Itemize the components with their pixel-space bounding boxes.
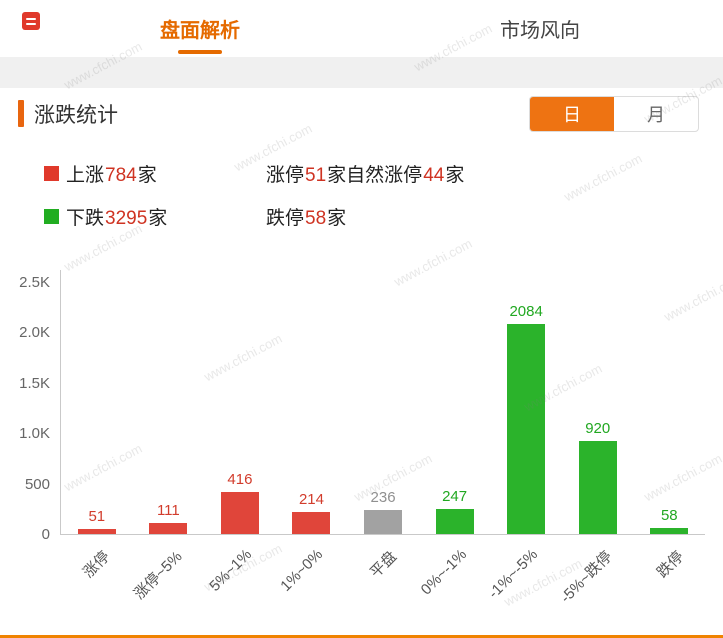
bar	[650, 528, 689, 534]
legend-stat: 跌停58家	[266, 208, 347, 229]
x-label-column: 1%~0%	[275, 542, 347, 634]
x-tick-label: 涨停	[80, 548, 114, 582]
x-label-column: 涨停~5%	[130, 542, 204, 634]
bar	[578, 441, 617, 534]
x-tick-label: 1%~0%	[277, 546, 327, 595]
tabbar: 盘面解析 市场风向	[0, 0, 723, 57]
bar-value-label: 51	[88, 508, 106, 525]
x-tick-label: 0%~-1%	[417, 546, 470, 599]
chart-y-axis: 0 500 1.0K 1.5K 2.0K 2.5K	[0, 270, 60, 543]
y-tick-label: 0	[41, 526, 50, 543]
bottom-accent-line	[0, 635, 723, 638]
legend-stat: 下跌3295家	[66, 208, 168, 229]
tab-label: 市场风向	[500, 20, 580, 42]
x-label-column: 平盘	[347, 542, 419, 634]
x-tick-label: -1%~-5%	[485, 546, 542, 602]
y-tick-label: 500	[24, 475, 50, 493]
chart: 0 500 1.0K 1.5K 2.0K 2.5K 51 111 416 214 236 247 20…	[0, 270, 705, 543]
x-tick-label: -5%~跌停	[556, 548, 616, 607]
bar	[149, 523, 188, 534]
bar-value-label: 58	[660, 507, 678, 524]
bar-column: 416	[204, 471, 276, 534]
y-tick-label: 2.0K	[19, 324, 50, 342]
legend-stat: 自然涨停44家	[346, 165, 465, 186]
bar-column: 58	[634, 507, 706, 534]
bar-value-label: 236	[370, 489, 396, 506]
tab-market-trend[interactable]: 市场风向	[380, 0, 700, 57]
bar-column: 2084	[490, 303, 562, 534]
bar-column: 920	[562, 420, 634, 534]
bar-value-label: 214	[298, 491, 324, 508]
separator-band	[0, 57, 723, 88]
bar-value-label: 111	[156, 502, 180, 519]
bar-value-label: 416	[227, 471, 253, 488]
chart-plot: 51 111 416 214 236 247 2084 920 58	[60, 270, 705, 535]
x-label-column: 5%~1%	[203, 542, 275, 634]
legend-row: 下跌3295家 跌停58家	[44, 203, 346, 230]
x-label-column: 0%~-1%	[417, 542, 490, 634]
x-label-column: -1%~-5%	[486, 542, 562, 634]
y-tick-label: 1.0K	[19, 425, 50, 443]
bar-column: 247	[419, 488, 491, 534]
x-label-column: 涨停	[60, 542, 132, 634]
legend-stat-value: 44	[423, 165, 445, 186]
legend-stat-value: 51	[305, 165, 327, 186]
y-tick-label: 2.5K	[19, 274, 50, 291]
bar-column: 51	[61, 508, 133, 534]
bar	[507, 324, 546, 534]
bar	[77, 529, 116, 534]
x-label-column: -5%~跌停	[557, 542, 634, 634]
x-label-column: 跌停	[633, 542, 705, 634]
bar	[364, 510, 403, 534]
bar-column: 236	[347, 489, 419, 534]
legend-stat: 涨停51家	[266, 165, 347, 186]
legend-stat-value: 3295	[105, 208, 148, 229]
bar	[435, 509, 474, 534]
bar	[220, 492, 259, 534]
bar-column: 111	[133, 502, 205, 534]
legend-stat-value: 58	[305, 208, 327, 229]
toggle-month-button[interactable]: 月	[647, 105, 665, 125]
section-accent-bar	[18, 100, 24, 127]
tab-market-analysis[interactable]: 盘面解析	[60, 0, 340, 57]
active-tab-indicator	[178, 50, 222, 54]
period-toggle: 日 月	[529, 96, 699, 132]
legend-stat: 上涨784家	[66, 165, 157, 186]
app-menu-icon[interactable]	[22, 12, 40, 30]
legend-stat-value: 784	[105, 165, 137, 186]
legend-row: 上涨784家 涨停51家 自然涨停44家	[44, 160, 464, 187]
bar-value-label: 247	[442, 488, 468, 505]
legend-swatch	[44, 166, 59, 181]
toggle-day-button[interactable]: 日	[530, 97, 614, 131]
bar	[292, 512, 331, 534]
bar-column: 214	[276, 491, 348, 534]
watermark-text: www.cfchi.com	[561, 150, 645, 205]
x-tick-label: 平盘	[367, 548, 401, 582]
chart-x-labels: 涨停 涨停~5% 5%~1% 1%~0% 平盘 0%~-1% -1%~-5% -5%~跌停 跌停	[60, 542, 705, 634]
bar-value-label: 920	[585, 420, 611, 437]
section-title: 涨跌统计	[34, 104, 118, 127]
x-tick-label: 涨停~5%	[130, 548, 186, 603]
legend-swatch	[44, 209, 59, 224]
x-tick-label: 跌停	[653, 548, 687, 582]
y-tick-label: 1.5K	[19, 374, 50, 392]
bar-value-label: 2084	[509, 303, 543, 320]
x-tick-label: 5%~1%	[205, 546, 255, 595]
tab-label: 盘面解析	[160, 20, 240, 42]
